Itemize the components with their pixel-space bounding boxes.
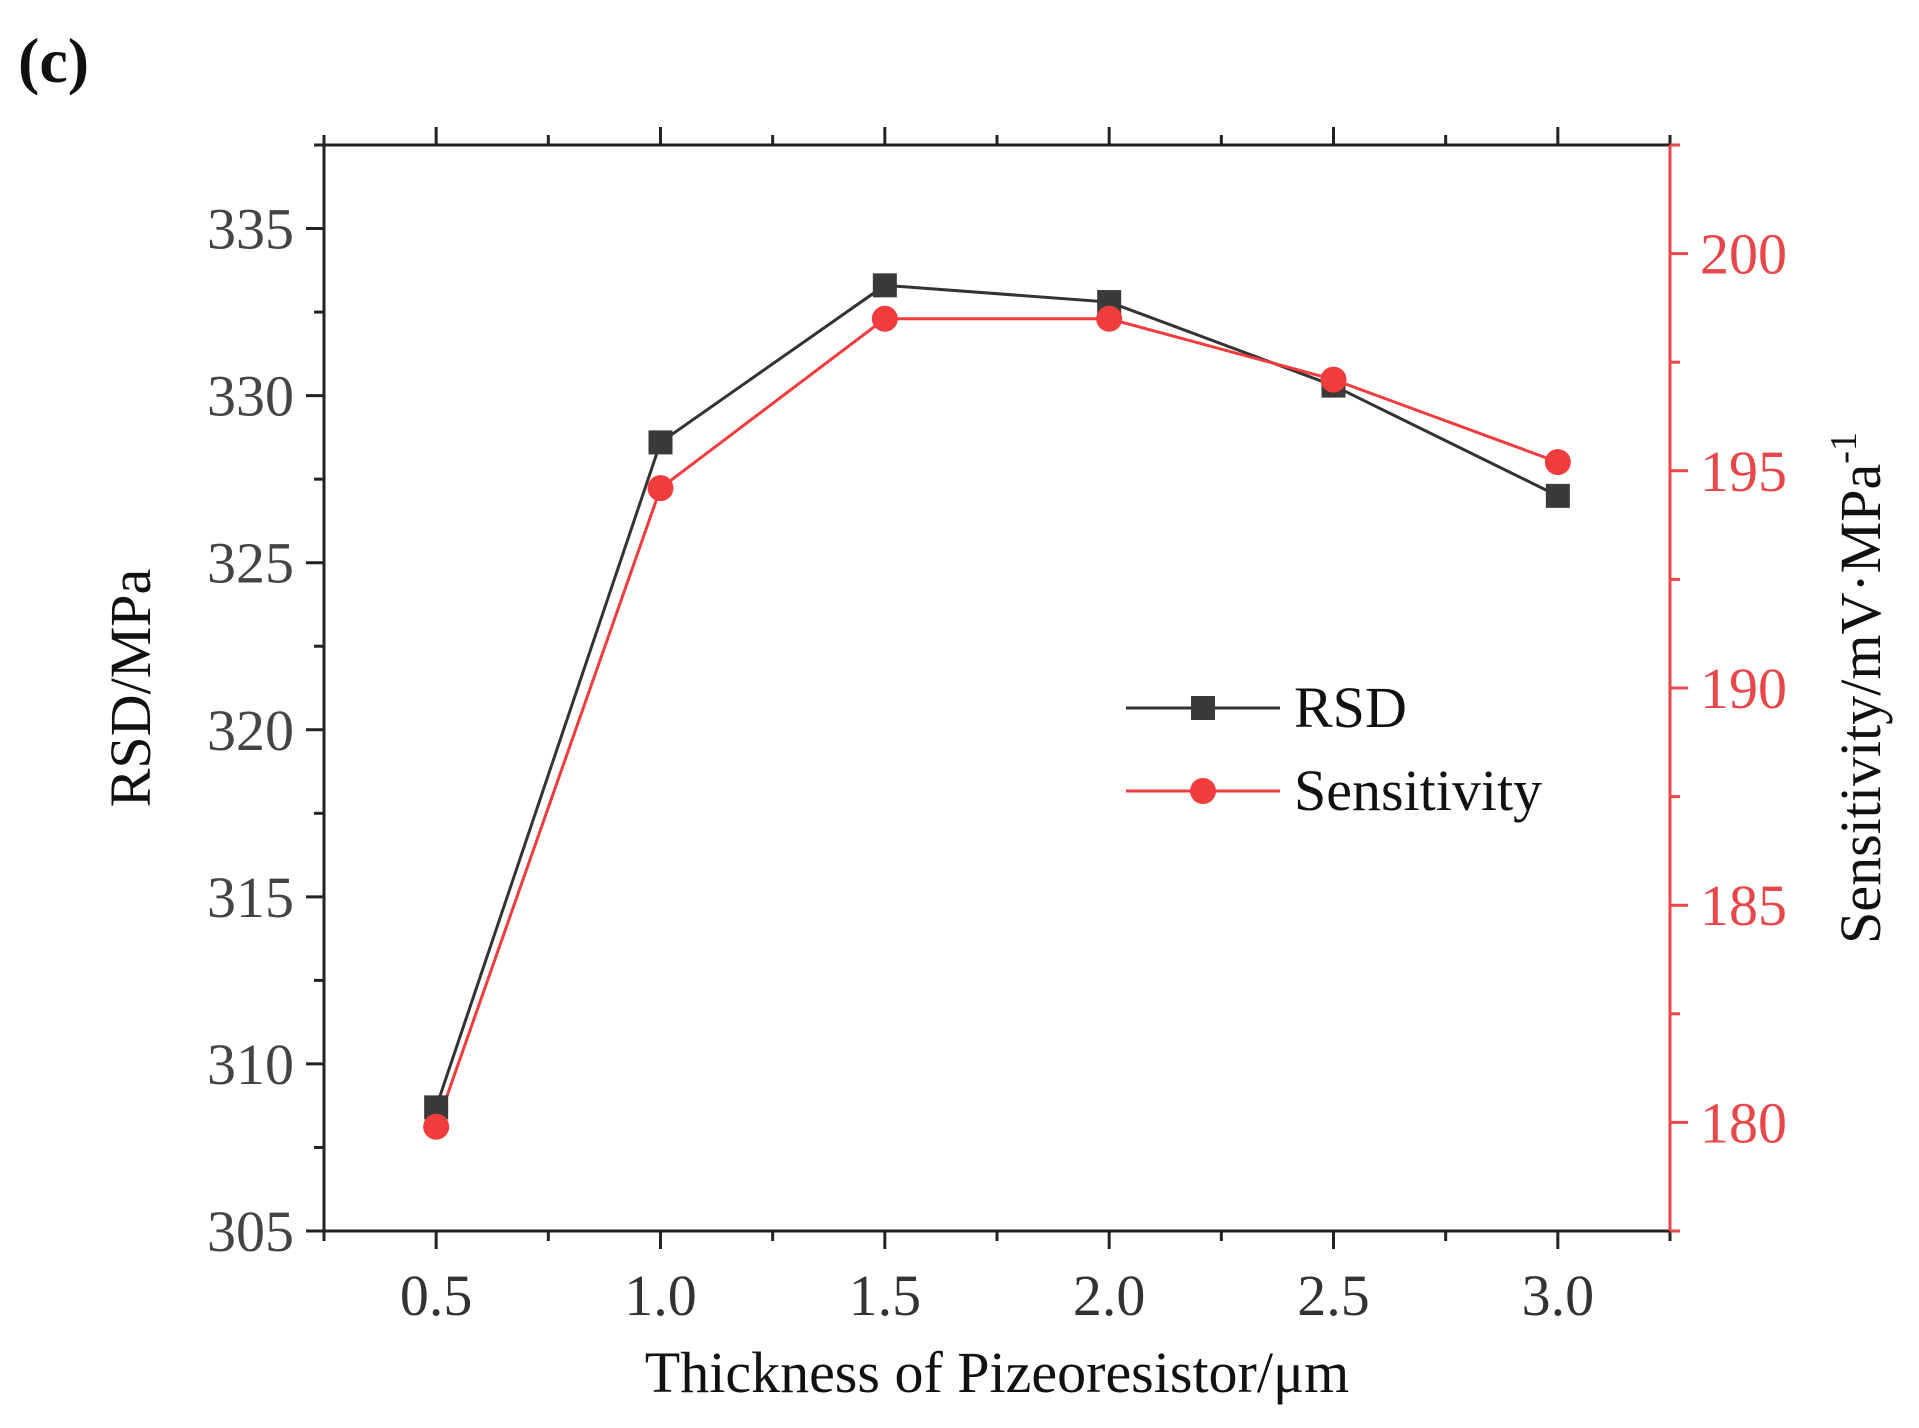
- x-tick-label: 1.5: [849, 1263, 922, 1328]
- legend-marker-sensitivity: [1190, 778, 1216, 804]
- y2-tick-label: 185: [1700, 873, 1787, 938]
- series-line-rsd: [434, 283, 1559, 1108]
- y-tick-label: 320: [207, 698, 294, 763]
- panel-label: (c): [18, 25, 89, 96]
- x-tick-label: 1.0: [624, 1263, 697, 1328]
- legend-label-sensitivity: Sensitivity: [1294, 758, 1542, 823]
- data-point-sensitivity: [647, 475, 674, 502]
- data-point-rsd: [648, 430, 673, 455]
- data-point-sensitivity: [1096, 305, 1123, 332]
- legend-marker-rsd: [1191, 696, 1215, 720]
- y2-axis-title-superscript: -1: [1823, 432, 1865, 464]
- legend-item-sensitivity: Sensitivity: [1126, 758, 1542, 823]
- y2-axis-title-text: Sensitivity/mV·MPa: [1828, 464, 1893, 944]
- series-line-sensitivity: [434, 317, 1559, 1128]
- y-axis-title: RSD/MPa: [98, 569, 163, 808]
- y-tick-label: 325: [207, 531, 294, 596]
- data-point-sensitivity: [1320, 366, 1347, 393]
- data-point-sensitivity: [871, 305, 898, 332]
- x-tick-label: 2.5: [1297, 1263, 1370, 1328]
- y2-tick-label: 180: [1700, 1090, 1787, 1155]
- y2-tick-label: 200: [1700, 222, 1787, 287]
- y-tick-label: 330: [207, 364, 294, 429]
- y-tick-label: 310: [207, 1032, 294, 1097]
- x-tick-label: 3.0: [1522, 1263, 1595, 1328]
- y2-axis-title: Sensitivity/mV·MPa-1: [1823, 432, 1893, 944]
- x-tick-label: 2.0: [1073, 1263, 1146, 1328]
- legend-item-rsd: RSD: [1126, 675, 1407, 740]
- data-point-rsd: [1545, 483, 1570, 508]
- data-point-sensitivity: [423, 1113, 450, 1140]
- data-point-sensitivity: [1544, 449, 1571, 476]
- x-tick-label: 0.5: [400, 1263, 473, 1328]
- y-tick-label: 315: [207, 865, 294, 930]
- y2-tick-label: 195: [1700, 439, 1787, 504]
- y-tick-label: 305: [207, 1199, 294, 1264]
- plot-marks: [423, 273, 1571, 1140]
- y-tick-label: 335: [207, 197, 294, 262]
- x-axis-title: Thickness of Pizeoresistor/μm: [645, 1340, 1349, 1405]
- y2-tick-label: 190: [1700, 656, 1787, 721]
- data-point-rsd: [872, 273, 897, 298]
- axes: 0.5 1.0 1.5 2.0 2.5 3.0 305 310 315 320 325 330 335 1…: [207, 127, 1787, 1328]
- legend-label-rsd: RSD: [1294, 675, 1407, 740]
- legend: RSD Sensitivity: [1126, 675, 1542, 823]
